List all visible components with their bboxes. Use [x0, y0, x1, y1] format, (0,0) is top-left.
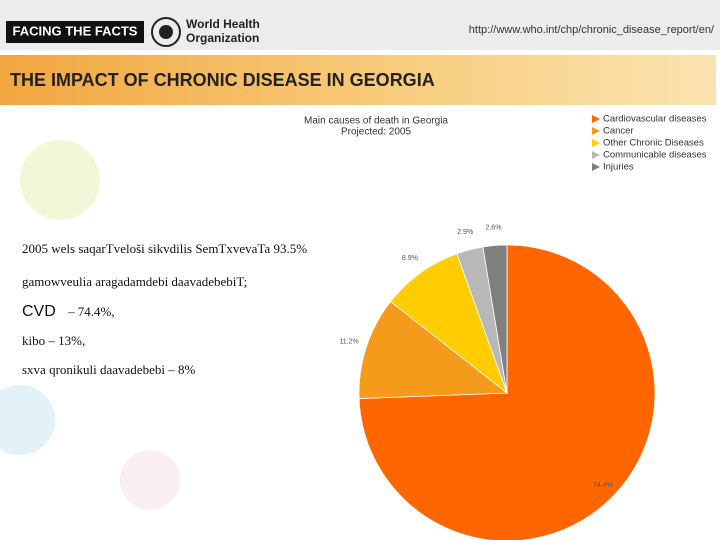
- org-name: World Health: [186, 17, 260, 31]
- url: http://www.who.int/chp/chronic_disease_r…: [469, 24, 715, 36]
- data-label: 11.2%: [339, 339, 358, 346]
- badge-box: [6, 21, 144, 43]
- body-text: CVD: [22, 303, 56, 320]
- legend-label: Injuries: [603, 162, 634, 173]
- logo: [151, 17, 181, 47]
- body-text: 2005 wels saqarTveloši sikvdilis SemTxve…: [22, 241, 307, 256]
- legend-marker: [592, 127, 600, 135]
- body-text: kibo – 13%,: [22, 333, 85, 348]
- pie-slice: [482, 244, 508, 394]
- pie-slice: [390, 253, 508, 395]
- legend-marker: [592, 139, 600, 147]
- body-text: – 74.4%,: [67, 304, 115, 319]
- legend-label: Cancer: [603, 126, 634, 137]
- body-text: sxva qronikuli daavadebebi – 8%: [22, 362, 195, 377]
- data-label: 2.6%: [485, 224, 501, 231]
- legend-marker: [592, 151, 600, 159]
- data-label: 8.9%: [402, 255, 418, 262]
- legend-marker: [592, 163, 600, 171]
- decoration: [120, 450, 180, 510]
- legend-label: Cardiovascular diseases: [603, 114, 707, 125]
- org-name: Organization: [186, 31, 259, 45]
- data-label: 2.9%: [457, 229, 473, 236]
- decoration: [20, 140, 100, 220]
- legend-label: Communicable diseases: [603, 150, 707, 161]
- legend-label: Other Chronic Diseases: [603, 138, 704, 149]
- badge: FACING THE FACTS: [13, 23, 138, 38]
- data-label: 74.4%: [593, 482, 613, 489]
- pie-slice: [358, 300, 509, 399]
- body-text: gamowveulia aragadamdebi daavadebebiT;: [22, 274, 247, 289]
- legend-marker: [592, 115, 600, 123]
- chart-subtitle: Projected: 2005: [341, 127, 411, 138]
- decoration: [0, 385, 55, 455]
- slide-title: THE IMPACT OF CHRONIC DISEASE IN GEORGIA: [10, 70, 435, 90]
- title-band: [0, 55, 716, 105]
- logo: [159, 25, 173, 39]
- chart-title: Main causes of death in Georgia: [304, 116, 448, 127]
